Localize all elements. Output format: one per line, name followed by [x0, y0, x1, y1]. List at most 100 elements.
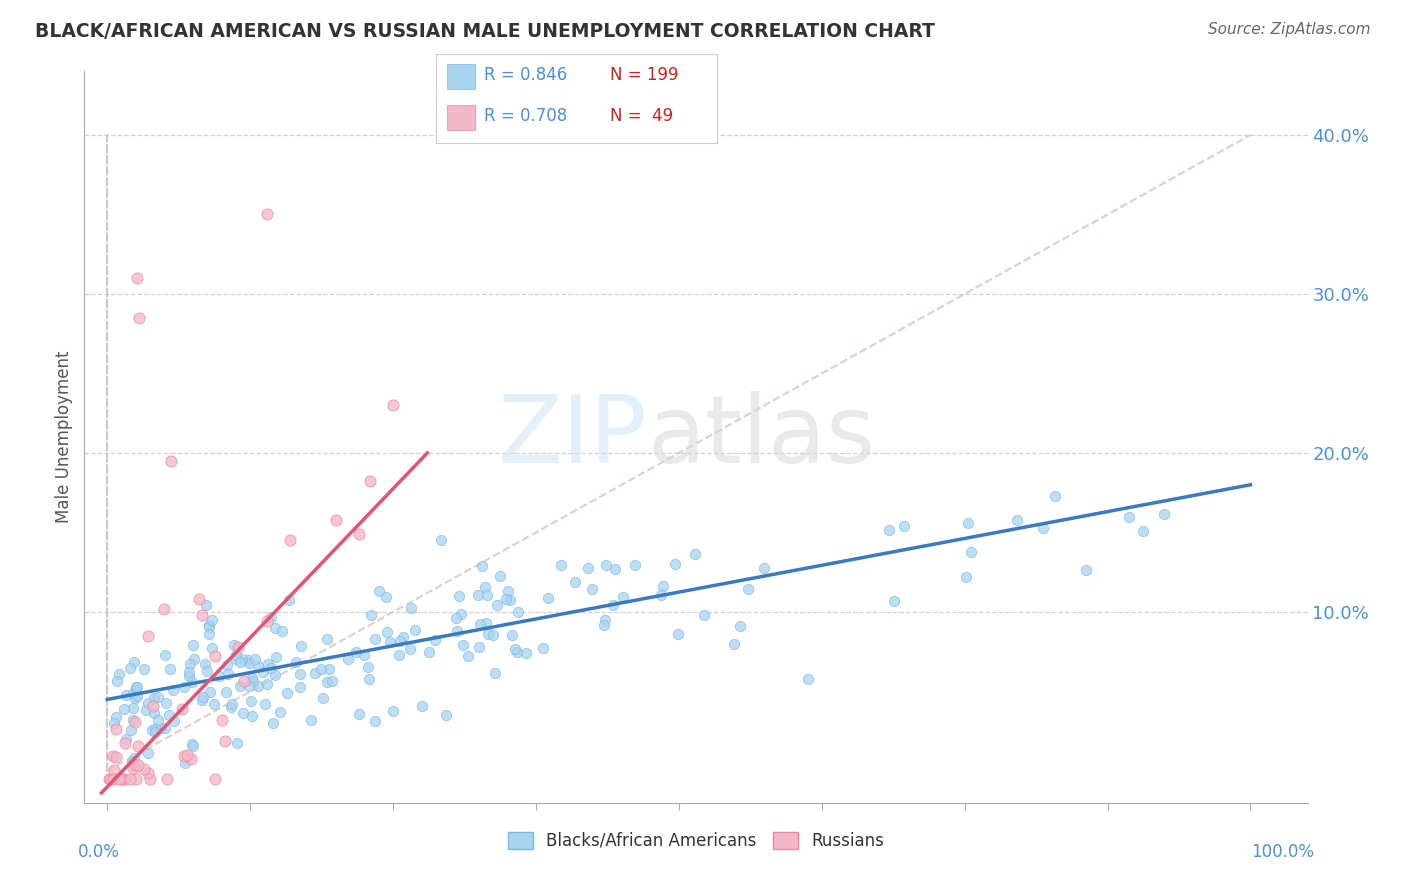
Point: [194, 657, 217, 671]
Point: [98, 772, 121, 786]
Point: [564, 575, 586, 590]
Point: [581, 582, 603, 596]
Point: [143, 690, 166, 705]
Point: [134, 662, 156, 676]
Point: [103, 716, 125, 731]
Y-axis label: Male Unemployment: Male Unemployment: [55, 351, 73, 524]
Point: [200, 685, 222, 699]
Point: [231, 652, 253, 666]
Point: [101, 772, 124, 786]
Point: [118, 772, 141, 786]
Point: [477, 588, 499, 602]
Point: [208, 668, 231, 682]
Point: [496, 583, 519, 598]
Point: [155, 772, 177, 786]
Point: [114, 688, 136, 702]
Point: [163, 714, 186, 728]
Point: [444, 610, 467, 624]
Point: [197, 626, 219, 640]
Point: [353, 648, 375, 663]
Point: [363, 714, 385, 728]
Point: [238, 679, 260, 693]
Point: [506, 645, 529, 659]
Point: [650, 588, 672, 602]
Point: [256, 677, 278, 691]
Point: [217, 658, 239, 673]
Point: [668, 626, 690, 640]
Point: [179, 669, 201, 683]
Point: [143, 722, 166, 736]
Point: [337, 652, 360, 666]
Point: [204, 649, 226, 664]
Bar: [447, 64, 475, 89]
Point: [238, 656, 260, 670]
Point: [190, 692, 212, 706]
Point: [110, 772, 132, 786]
Point: [467, 588, 489, 602]
Point: [474, 580, 496, 594]
Point: [357, 672, 380, 686]
Point: [576, 560, 599, 574]
Point: [278, 533, 301, 547]
Point: [219, 700, 242, 714]
Point: [550, 558, 572, 572]
Point: [127, 739, 149, 754]
Point: [364, 632, 387, 646]
Point: [229, 655, 252, 669]
Point: [155, 696, 177, 710]
Point: [883, 594, 905, 608]
Point: [484, 665, 506, 680]
Point: [105, 674, 128, 689]
Point: [1118, 509, 1140, 524]
Point: [141, 723, 163, 737]
Point: [501, 628, 523, 642]
Point: [122, 751, 145, 765]
Text: 100.0%: 100.0%: [1251, 843, 1313, 861]
Point: [180, 752, 202, 766]
Point: [288, 667, 311, 681]
Point: [221, 697, 243, 711]
Point: [956, 516, 979, 530]
Point: [138, 766, 160, 780]
Point: [482, 628, 505, 642]
Point: [159, 662, 181, 676]
Point: [374, 591, 396, 605]
Point: [388, 634, 411, 648]
Point: [181, 739, 204, 753]
Point: [382, 399, 405, 413]
Point: [233, 673, 256, 688]
Point: [217, 666, 239, 681]
Point: [204, 772, 226, 786]
Point: [101, 749, 124, 764]
Point: [453, 638, 475, 652]
Text: N =  49: N = 49: [610, 106, 673, 125]
Point: [270, 624, 292, 638]
Point: [754, 561, 776, 575]
Point: [315, 632, 337, 646]
Point: [247, 679, 270, 693]
Point: [256, 657, 278, 671]
Point: [108, 772, 131, 786]
Point: [98, 772, 121, 786]
Point: [499, 593, 522, 607]
Point: [125, 772, 148, 786]
Point: [136, 696, 159, 710]
Point: [399, 641, 422, 656]
Point: [120, 723, 142, 737]
Point: [176, 748, 198, 763]
Point: [457, 648, 479, 663]
Point: [797, 672, 820, 686]
Point: [360, 607, 382, 622]
Point: [157, 708, 180, 723]
Point: [877, 524, 900, 538]
Point: [488, 569, 510, 583]
Point: [381, 704, 404, 718]
Point: [960, 545, 983, 559]
Point: [190, 607, 212, 622]
Point: [153, 721, 176, 735]
Point: [153, 648, 176, 662]
Point: [198, 618, 221, 632]
Point: [1045, 489, 1067, 503]
Point: [304, 665, 326, 680]
Text: 0.0%: 0.0%: [79, 843, 120, 861]
